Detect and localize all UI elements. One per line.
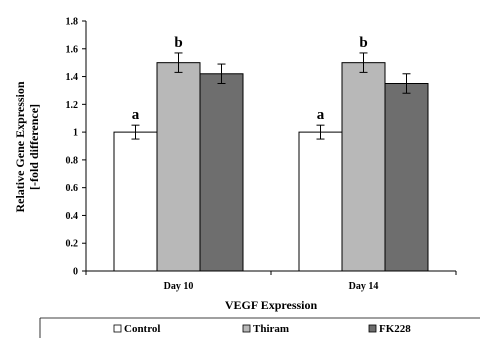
- legend-label: Control: [124, 323, 160, 335]
- x-tick-label: Day 10: [164, 281, 194, 292]
- y-tick-label: 1.8: [66, 17, 79, 28]
- legend-swatch: [242, 324, 251, 333]
- bar: [156, 62, 201, 272]
- legend-label: Thiram: [253, 323, 289, 335]
- legend-swatch: [113, 324, 122, 333]
- legend-swatch: [368, 324, 377, 333]
- significance-label: b: [359, 35, 367, 51]
- y-tick-label: 1: [73, 128, 78, 139]
- y-axis-label-line-2: [-fold difference]: [27, 104, 41, 190]
- y-tick-label: 0.4: [66, 211, 79, 222]
- x-tick-label: Day 14: [349, 281, 379, 292]
- significance-label: a: [317, 107, 325, 123]
- y-tick-label: 1.2: [66, 100, 79, 111]
- x-axis-label: VEGF Expression: [225, 298, 318, 312]
- y-axis-label-line-1: Relative Gene Expression: [13, 81, 27, 212]
- y-tick-label: 1.6: [66, 44, 79, 55]
- bar: [113, 131, 158, 272]
- y-axis-label: Relative Gene Expression [-fold differen…: [13, 81, 41, 212]
- plot-area: 0 0.2 0.4 0.6 0.8 1 1.2 1.4 1.6 1.8 a b Day 10 a b Day …: [66, 17, 457, 292]
- y-tick-label: 1.4: [66, 72, 79, 83]
- legend: Control Thiram FK228: [113, 323, 411, 335]
- bar: [341, 62, 386, 272]
- y-tick-label: 0: [73, 267, 78, 278]
- bar: [384, 83, 429, 272]
- significance-label: a: [132, 107, 140, 123]
- legend-label: FK228: [379, 323, 411, 335]
- y-tick-label: 0.6: [66, 183, 79, 194]
- significance-label: b: [174, 35, 182, 51]
- bar: [298, 131, 343, 272]
- y-tick-label: 0.8: [66, 155, 79, 166]
- y-tick-label: 0.2: [66, 239, 79, 250]
- bar: [199, 73, 244, 272]
